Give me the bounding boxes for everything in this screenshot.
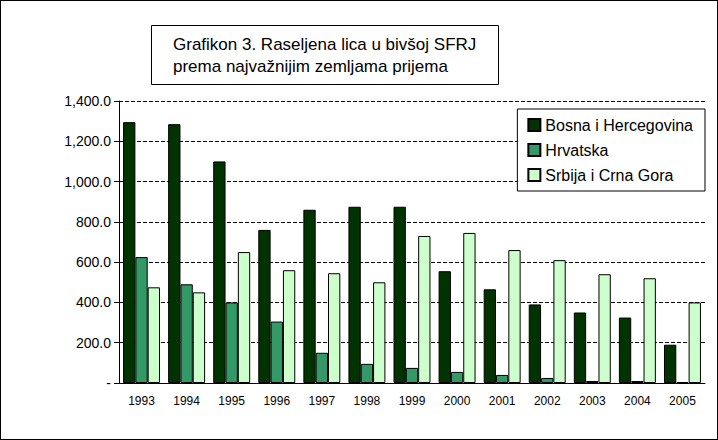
svg-text:1997: 1997 — [308, 394, 335, 408]
svg-text:1999: 1999 — [399, 394, 426, 408]
svg-text:2005: 2005 — [669, 394, 696, 408]
svg-text:400.0: 400.0 — [76, 294, 111, 310]
svg-text:600.0: 600.0 — [76, 254, 111, 270]
svg-text:2000: 2000 — [444, 394, 471, 408]
svg-text:2004: 2004 — [624, 394, 651, 408]
svg-text:prema najvažnijim zemljama pri: prema najvažnijim zemljama prijema — [173, 57, 448, 76]
svg-text:Srbija i Crna Gora: Srbija i Crna Gora — [545, 167, 673, 184]
svg-text:Hrvatska: Hrvatska — [545, 142, 608, 159]
svg-text:2001: 2001 — [489, 394, 516, 408]
svg-text:1996: 1996 — [263, 394, 290, 408]
svg-text:2002: 2002 — [534, 394, 561, 408]
svg-text:1,000.0: 1,000.0 — [64, 174, 111, 190]
svg-text:800.0: 800.0 — [76, 214, 111, 230]
svg-text:1,200.0: 1,200.0 — [64, 133, 111, 149]
svg-text:Grafikon 3. Raseljena lica u b: Grafikon 3. Raseljena lica u bivšoj SFRJ — [173, 35, 476, 54]
svg-text:1994: 1994 — [173, 394, 200, 408]
svg-text:-: - — [106, 375, 111, 391]
svg-text:1995: 1995 — [218, 394, 245, 408]
svg-text:Bosna i Hercegovina: Bosna i Hercegovina — [545, 117, 693, 134]
svg-text:1,400.0: 1,400.0 — [64, 93, 111, 109]
svg-text:1998: 1998 — [354, 394, 381, 408]
svg-text:1993: 1993 — [128, 394, 155, 408]
svg-text:200.0: 200.0 — [76, 335, 111, 351]
svg-text:2003: 2003 — [579, 394, 606, 408]
